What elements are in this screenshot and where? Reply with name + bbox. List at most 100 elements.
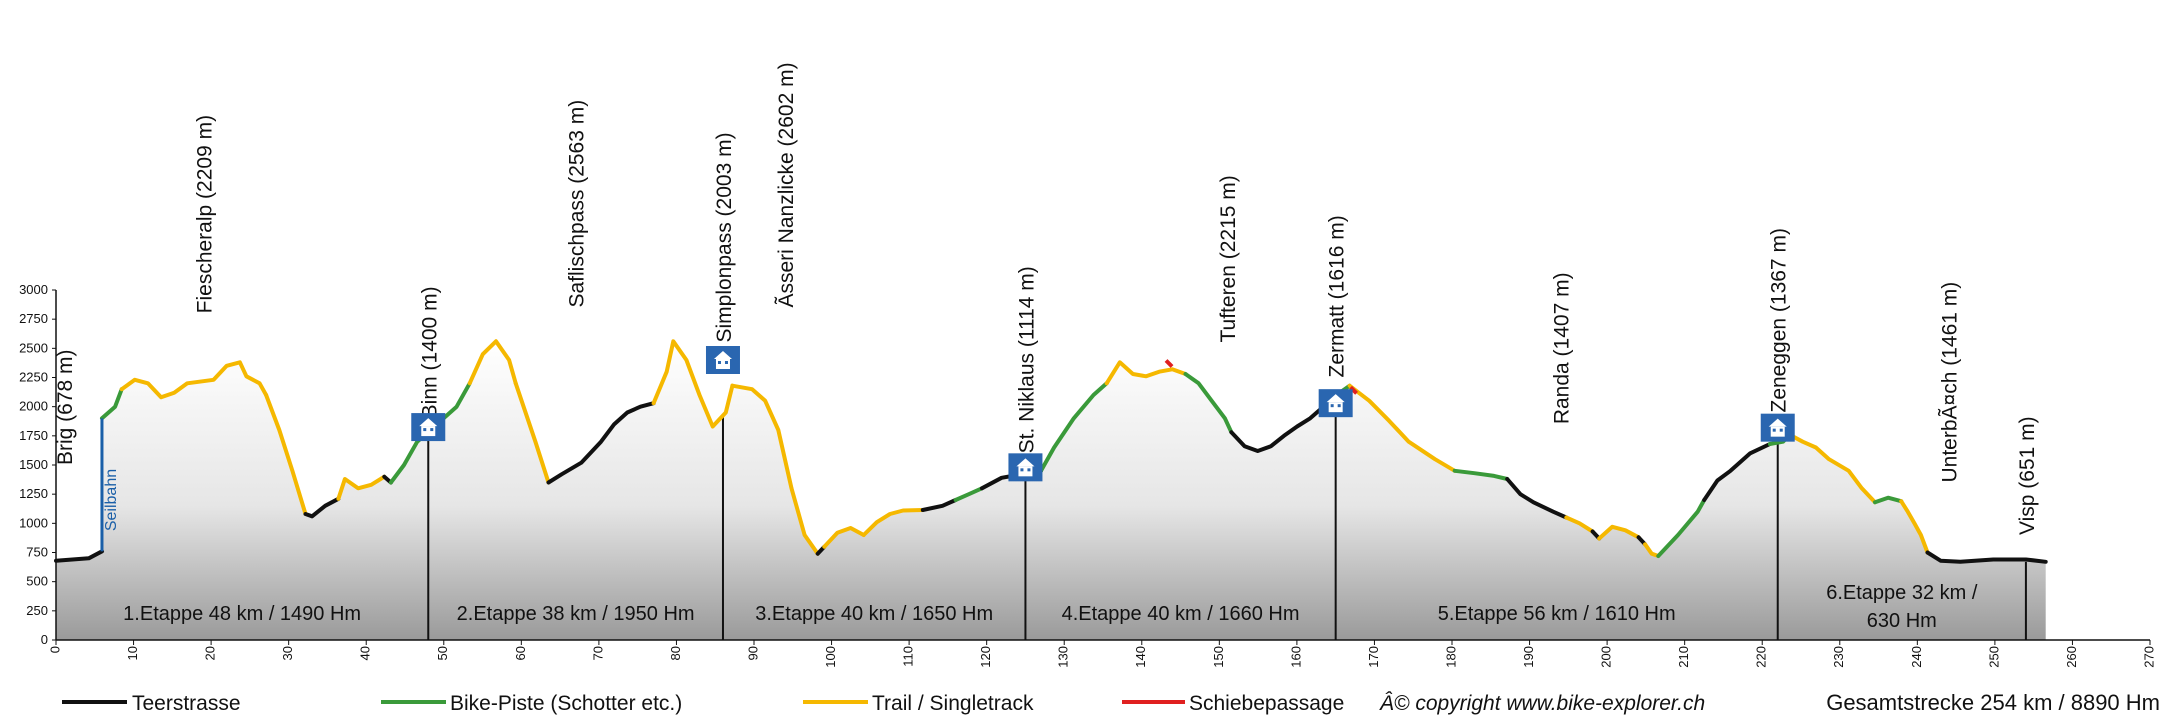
axis-layer: 0 10 20 30 40 50 60 70 80 90 100 110 120 130 140 150 160… — [19, 282, 2156, 668]
hut-icon-window — [423, 428, 427, 432]
place-label: Fiescheralp (2209 m) — [193, 115, 216, 313]
hut-icon-window — [1337, 404, 1341, 408]
y-tick-label: 3000 — [19, 282, 48, 297]
x-tick-label: 240 — [1909, 646, 1924, 668]
hut-icon-window — [1020, 468, 1024, 472]
x-tick-label: 110 — [901, 646, 916, 667]
x-tick-label: 0 — [47, 646, 62, 653]
hut-icon-window — [1779, 428, 1783, 432]
profile-segment-piste — [1452, 468, 1510, 481]
x-tick-label: 270 — [2141, 646, 2156, 668]
x-tick-label: 260 — [2064, 646, 2079, 668]
y-tick-label: 500 — [26, 574, 48, 589]
stage-label: 630 Hm — [1867, 610, 1937, 632]
profile-segment-road — [920, 498, 958, 512]
place-label: Saflischpass (2563 m) — [566, 100, 589, 308]
push-section — [1349, 385, 1358, 395]
hut-icon-house — [421, 426, 436, 437]
profile-segment-road — [1925, 550, 2048, 564]
x-tick-label: 90 — [745, 646, 760, 660]
profile-segment-piste — [1039, 381, 1109, 473]
profile-segment-trail — [1899, 499, 1930, 555]
profile-segment-piste — [953, 486, 984, 502]
hut-icon-house — [1328, 402, 1343, 413]
profile-segment-trail — [467, 339, 518, 386]
place-label: St. Niklaus (1114 m) — [1015, 266, 1038, 453]
area-layer — [56, 341, 2046, 640]
y-tick-label: 2000 — [19, 399, 48, 414]
profile-segment-trail — [513, 381, 551, 485]
hut-icon-house — [1770, 426, 1785, 437]
x-tick-label: 220 — [1754, 646, 1769, 668]
stage-label: 2.Etappe 38 km / 1950 Hm — [457, 603, 695, 625]
profile-segment-trail — [1787, 432, 1877, 505]
x-tick-label: 230 — [1831, 646, 1846, 668]
hut-icon — [1008, 453, 1043, 482]
legend: Teerstrasse Bike-Piste (Schotter etc.) T… — [62, 690, 2160, 715]
stage-label: 3.Etappe 40 km / 1650 Hm — [755, 603, 993, 625]
x-tick-label: 30 — [280, 646, 295, 660]
x-tick-label: 180 — [1443, 646, 1458, 668]
cable-car-label: Seilbahn — [103, 469, 120, 531]
y-tick-label: 1250 — [19, 486, 48, 501]
place-label: Simplonpass (2003 m) — [713, 132, 736, 342]
x-tick-label: 60 — [513, 646, 528, 660]
y-tick-label: 2500 — [19, 340, 48, 355]
profile-segment-piste — [1656, 498, 1707, 558]
stage-lines-layer — [427, 395, 2027, 640]
x-tick-label: 170 — [1366, 646, 1381, 668]
profile-segment-trail — [861, 508, 925, 537]
profile-segment-trail — [336, 474, 387, 501]
profile-segment-trail — [1347, 383, 1457, 473]
hut-icon-window — [717, 361, 721, 364]
place-label: Zeneggen (1367 m) — [1768, 228, 1791, 412]
y-tick-label: 1500 — [19, 457, 48, 472]
hut-icon — [1318, 389, 1353, 418]
hut-icon-window — [1027, 468, 1031, 472]
x-tick-label: 40 — [358, 646, 373, 660]
x-tick-label: 190 — [1521, 646, 1536, 668]
x-tick-label: 140 — [1133, 646, 1148, 668]
profile-segment-trail — [1564, 515, 1595, 534]
profile-segment-trail — [651, 339, 735, 429]
profile-segment-trail — [1597, 524, 1641, 541]
hut-icon-house — [715, 359, 730, 369]
legend-road-label: Teerstrasse — [132, 692, 241, 715]
stage-label: 4.Etappe 40 km / 1660 Hm — [1062, 603, 1300, 625]
profile-segment-road — [54, 549, 104, 563]
x-tick-label: 10 — [125, 646, 140, 660]
y-tick-label: 750 — [26, 545, 48, 560]
x-tick-label: 120 — [978, 646, 993, 668]
place-label: Binn (1400 m) — [418, 286, 441, 418]
y-tick-label: 2750 — [19, 311, 48, 326]
label-layer: Brig (678 m) Fiescheralp (2209 m) Binn (14… — [54, 62, 2039, 632]
hut-icon-roof — [1768, 418, 1787, 427]
hut-icon-window — [430, 428, 434, 432]
place-label: Visp (651 m) — [2016, 416, 2039, 535]
hut-icon-roof — [713, 351, 732, 359]
total-distance: Gesamtstrecke 254 km / 8890 Hm — [1826, 690, 2160, 715]
legend-piste-label: Bike-Piste (Schotter etc.) — [450, 692, 682, 715]
elevation-area — [56, 341, 2046, 640]
hut-icon-roof — [1326, 394, 1345, 403]
x-tick-label: 100 — [823, 646, 838, 668]
stage-label: 1.Etappe 48 km / 1490 Hm — [123, 603, 361, 625]
x-tick-label: 20 — [203, 646, 218, 660]
y-tick-label: 250 — [26, 603, 48, 618]
x-tick-label: 130 — [1056, 646, 1071, 668]
profile-segment-piste — [1183, 372, 1234, 435]
x-tick-label: 50 — [435, 646, 450, 660]
x-tick-label: 80 — [668, 646, 683, 660]
profile-segment-trail — [822, 526, 866, 549]
x-tick-label: 70 — [590, 646, 605, 660]
x-tick-label: 210 — [1676, 646, 1691, 668]
place-label: Zermatt (1616 m) — [1326, 215, 1349, 377]
profile-segment-road — [1702, 442, 1772, 502]
profile-segment-trail — [1104, 360, 1188, 386]
profile-segment-piste — [1873, 495, 1904, 505]
profile-segment-trail — [119, 360, 269, 400]
hut-icon — [705, 346, 740, 374]
profile-segment-trail — [730, 383, 820, 556]
profile-segment-road — [546, 401, 656, 485]
